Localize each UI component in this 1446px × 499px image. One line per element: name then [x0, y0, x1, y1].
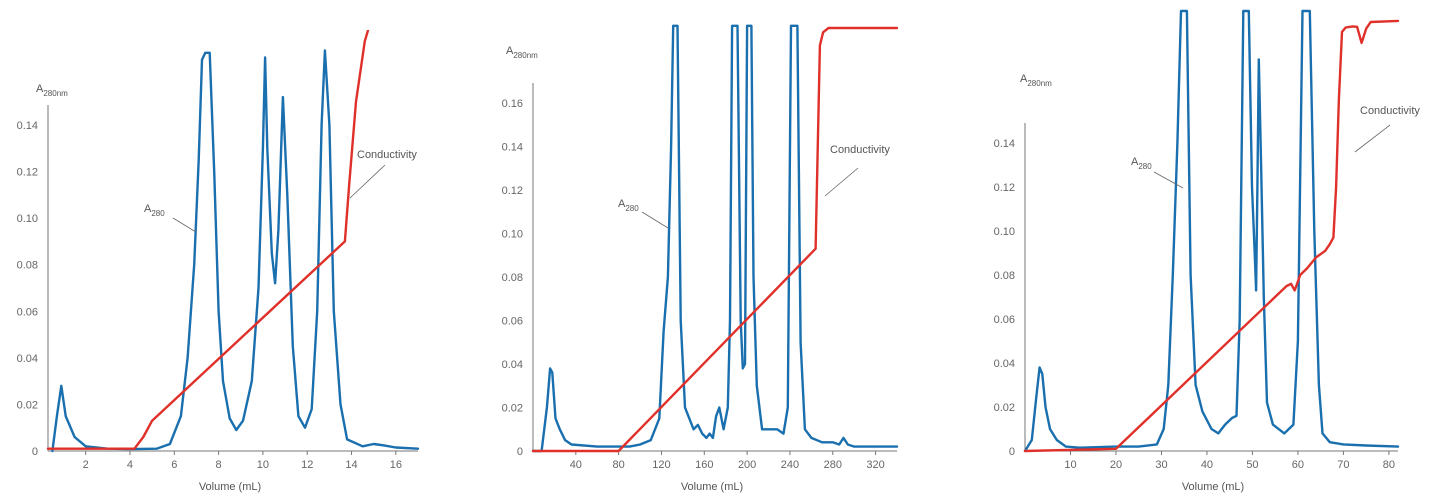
x-tick-label: 80	[613, 459, 625, 471]
x-tick-label: 12	[301, 459, 313, 471]
annotation-cond: Conductivity	[830, 144, 890, 156]
y-tick-label: 0.14	[502, 142, 523, 154]
y-tick-label: 0.04	[994, 358, 1015, 370]
x-tick-label: 40	[1201, 459, 1213, 471]
x-tick-label: 120	[652, 459, 670, 471]
x-tick-label: 60	[1292, 459, 1304, 471]
x-tick-label: 160	[695, 459, 713, 471]
y-tick-label: 0.06	[994, 314, 1015, 326]
annotation-cond: Conductivity	[1360, 105, 1420, 117]
y-tick-label: 0.12	[502, 185, 523, 197]
y-tick-label: 0.10	[994, 226, 1015, 238]
y-tick-label: 0.14	[994, 138, 1015, 150]
x-tick-label: 14	[345, 459, 357, 471]
x-tick-label: 240	[781, 459, 799, 471]
annotation-leader-cond	[824, 167, 859, 197]
chart-panel-3: 0 0.02 0.04 0.06 0.08 0.10 0.12 0.14 10 20 30 40 50 6…	[994, 9, 1420, 493]
y-tick-label: 0.14	[17, 120, 38, 132]
y-tick-label: 0.16	[502, 98, 523, 110]
annotation-leader-cond	[349, 164, 386, 199]
x-tick-label: 200	[738, 459, 756, 471]
x-tick-label: 70	[1337, 459, 1349, 471]
y-tick-label: 0	[1009, 446, 1015, 458]
x-tick-label: 4	[127, 459, 133, 471]
y-tick-label: 0.04	[502, 359, 523, 371]
y-tick-label: 0.02	[502, 403, 523, 415]
x-tick-label: 40	[570, 459, 582, 471]
y-tick-label: 0	[32, 446, 38, 458]
x-tick-label: 30	[1155, 459, 1167, 471]
x-tick-label: 50	[1246, 459, 1258, 471]
y-tick-label: 0.12	[17, 167, 38, 179]
series-line-cond	[1023, 19, 1400, 453]
chart-panel-2: 0 0.02 0.04 0.06 0.08 0.10 0.12 0.14 0.16 40 80 120…	[502, 24, 899, 493]
x-axis-label: Volume (mL)	[199, 481, 261, 493]
series-line-cond	[46, 30, 370, 450]
y-tick-label: 0	[517, 446, 523, 458]
annotation-leader-a280	[1153, 171, 1184, 189]
series-line-a280	[51, 49, 420, 453]
annotation-leader-a280	[641, 211, 669, 229]
x-tick-label: 16	[390, 459, 402, 471]
x-tick-label: 80	[1383, 459, 1395, 471]
y-tick-label: 0.06	[17, 306, 38, 318]
annotation-cond: Conductivity	[357, 149, 417, 161]
x-tick-label: 6	[171, 459, 177, 471]
x-axis-label: Volume (mL)	[1182, 481, 1244, 493]
annotation-a280: A280	[1131, 156, 1152, 171]
x-tick-label: 320	[866, 459, 884, 471]
y-axis-label: A280nm	[1020, 73, 1052, 88]
y-tick-label: 0.06	[502, 316, 523, 328]
x-tick-label: 280	[824, 459, 842, 471]
y-axis-label: A280nm	[506, 45, 538, 60]
x-tick-label: 10	[257, 459, 269, 471]
y-tick-label: 0.02	[17, 399, 38, 411]
series-line-cond	[531, 26, 899, 453]
y-tick-label: 0.08	[17, 260, 38, 272]
x-tick-label: 20	[1110, 459, 1122, 471]
chart-panel-1: 0 0.02 0.04 0.06 0.08 0.10 0.12 0.14 2 4 6 8 10 12 14 1…	[17, 30, 420, 493]
y-tick-label: 0.04	[17, 353, 38, 365]
x-tick-label: 2	[83, 459, 89, 471]
series-line-a280	[531, 24, 899, 453]
x-tick-label: 10	[1064, 459, 1076, 471]
y-tick-label: 0.02	[994, 402, 1015, 414]
y-tick-label: 0.10	[502, 229, 523, 241]
y-tick-label: 0.10	[17, 213, 38, 225]
y-tick-label: 0.08	[502, 272, 523, 284]
x-axis-label: Volume (mL)	[681, 481, 743, 493]
y-axis-label: A280nm	[36, 83, 68, 98]
annotation-leader-cond	[1354, 124, 1391, 153]
y-tick-label: 0.12	[994, 182, 1015, 194]
annotation-a280: A280	[618, 198, 639, 213]
series-line-a280	[1023, 9, 1400, 453]
annotation-leader-a280	[172, 217, 197, 233]
y-tick-label: 0.08	[994, 270, 1015, 282]
annotation-a280: A280	[144, 203, 165, 218]
x-tick-label: 8	[216, 459, 222, 471]
